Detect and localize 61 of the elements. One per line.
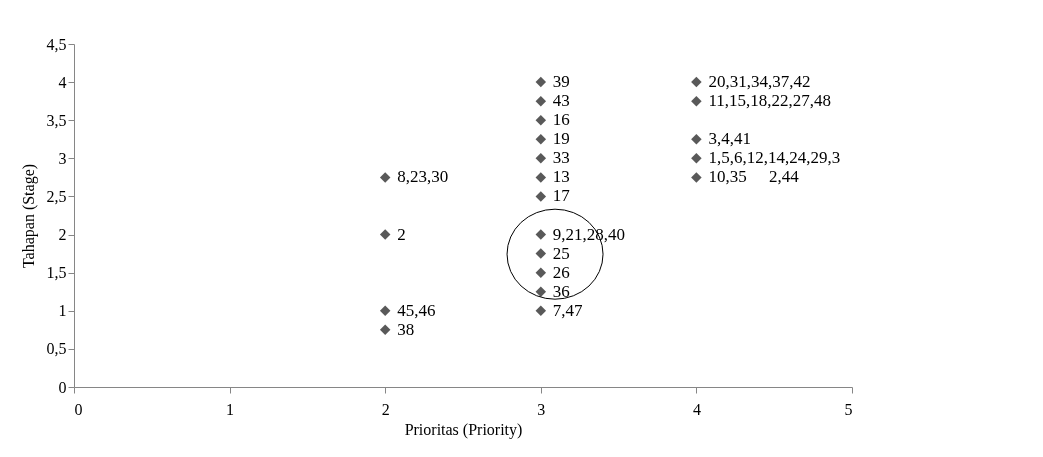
x-tick-label: 0	[74, 400, 83, 418]
point	[535, 286, 547, 297]
y-tick-label: 0,5	[46, 340, 67, 358]
point	[535, 153, 547, 164]
annotation: 39	[552, 72, 570, 92]
annotation: 16	[552, 110, 570, 130]
point	[535, 229, 547, 240]
point	[535, 305, 547, 317]
x-tick-label: 4	[692, 400, 701, 418]
point	[535, 267, 547, 278]
point	[379, 172, 391, 183]
y-tick-label: 1,5	[46, 264, 67, 282]
point	[535, 248, 547, 259]
annotation: 17	[552, 186, 571, 206]
point	[535, 76, 547, 88]
annotation: 19	[552, 129, 570, 149]
point	[691, 134, 702, 145]
point	[691, 172, 702, 183]
annotation: 26	[552, 262, 570, 282]
y-tick-label: 0	[58, 378, 67, 396]
annotation: 36	[552, 281, 570, 301]
annotation: 11,15,18,22,27,48	[708, 91, 832, 111]
annotation: 7,47	[552, 300, 584, 320]
y-tick-label: 4,5	[46, 35, 67, 53]
annotation: 1,5,6,12,14,24,29,3	[708, 148, 841, 168]
annotation: 10,35	[708, 167, 747, 187]
annotation: 38	[397, 319, 415, 339]
y-axis-title: Tahapan (Stage)	[19, 163, 38, 269]
x-axis-title: Prioritas (Priority)	[404, 420, 523, 439]
annotation: 43	[552, 91, 570, 111]
point	[379, 229, 391, 240]
point	[379, 324, 391, 336]
point	[535, 95, 547, 107]
annotation: 25	[552, 243, 570, 263]
annotation: 3,4,41	[708, 129, 751, 149]
y-tick-label: 1	[58, 302, 67, 320]
point	[535, 114, 547, 126]
annotation: 8,23,30	[397, 167, 449, 187]
annotation: 2	[397, 224, 406, 244]
point	[535, 172, 547, 183]
x-tick-label: 1	[226, 400, 235, 418]
point	[691, 153, 702, 164]
y-tick-label: 3	[58, 149, 67, 167]
annotation: 2,44	[768, 167, 800, 187]
x-tick-label: 5	[844, 400, 853, 418]
x-tick-label: 3	[537, 400, 546, 418]
annotation: 13	[552, 167, 570, 187]
point	[535, 134, 547, 145]
point	[535, 191, 547, 202]
point	[691, 76, 702, 88]
annotation: 9,21,28,40	[552, 224, 626, 244]
point	[379, 305, 391, 317]
y-tick-label: 4	[58, 73, 67, 91]
y-tick-label: 2	[58, 226, 67, 244]
annotation: 33	[552, 148, 570, 168]
x-tick-label: 2	[381, 400, 390, 418]
y-tick-label: 3,5	[46, 111, 67, 129]
annotation: 45,46	[397, 300, 436, 320]
point	[691, 95, 702, 107]
y-tick-label: 2,5	[46, 187, 67, 205]
annotation: 20,31,34,37,42	[708, 72, 811, 92]
